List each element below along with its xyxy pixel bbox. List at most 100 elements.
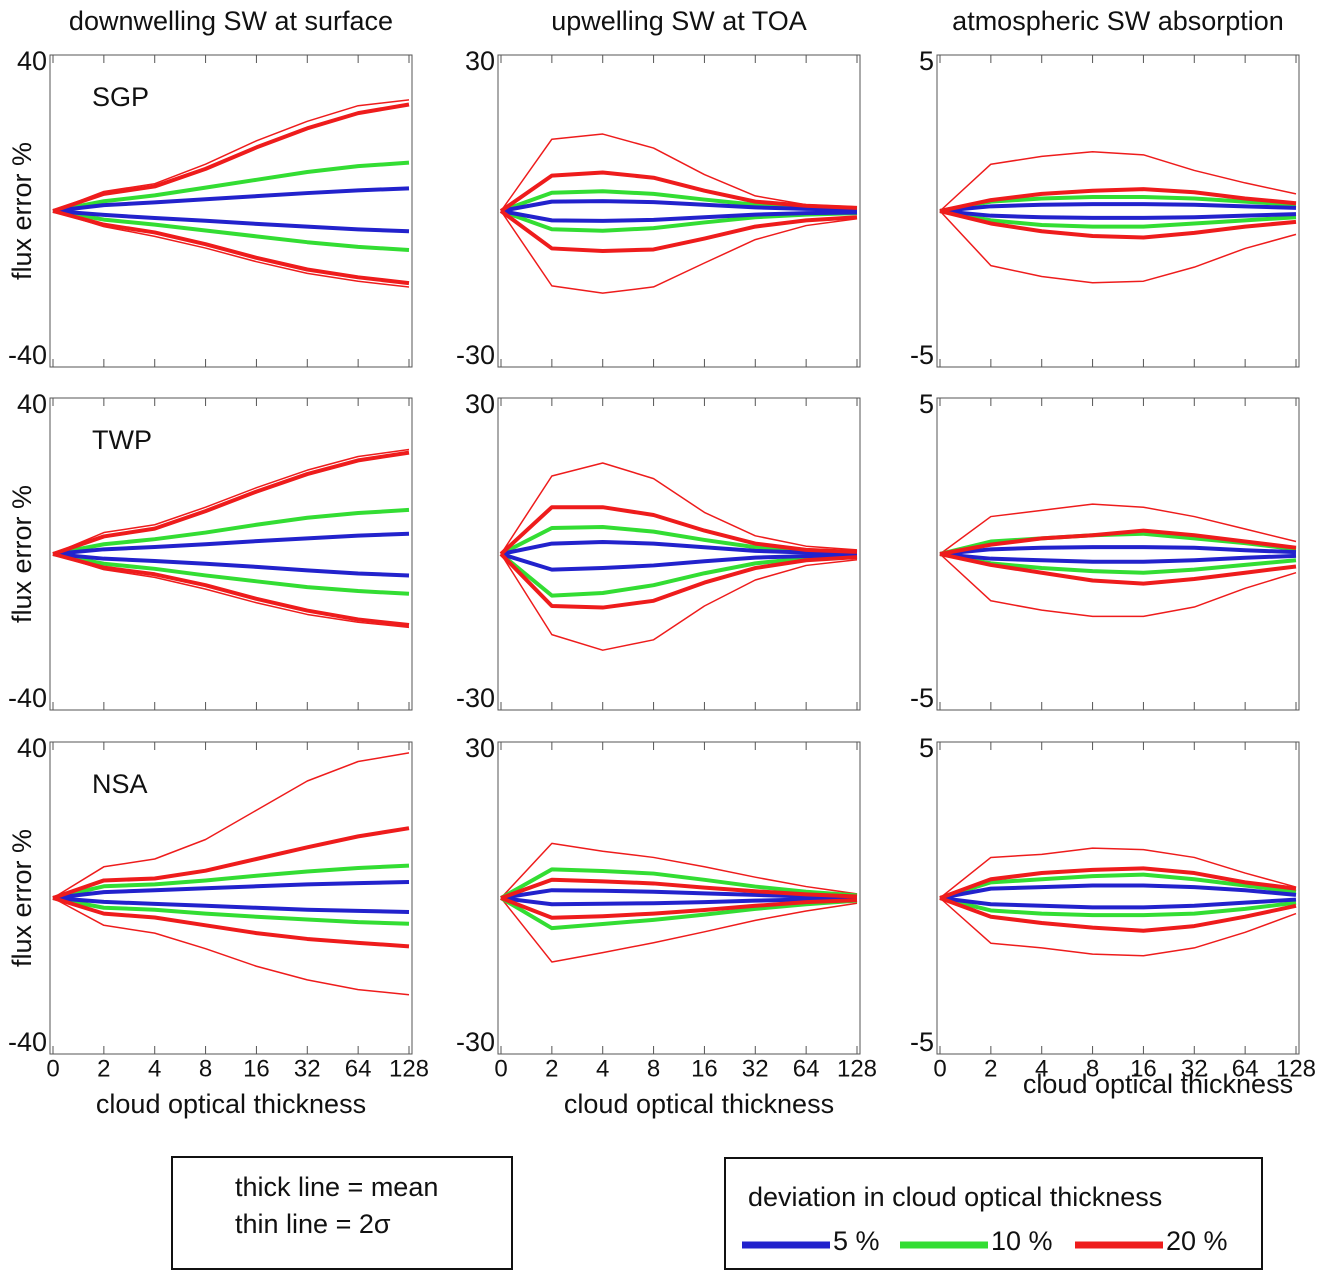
note-line: thick line = mean <box>235 1172 438 1202</box>
y-tick-label: -5 <box>910 683 934 713</box>
x-tick-label: 32 <box>742 1055 769 1082</box>
x-tick-label: 2 <box>97 1055 110 1082</box>
x-axis-label: cloud optical thickness <box>564 1089 834 1119</box>
y-tick-label: -40 <box>8 340 47 370</box>
y-tick-label: 30 <box>465 733 495 763</box>
series-line <box>52 552 410 596</box>
y-tick-label: 30 <box>465 46 495 76</box>
series-line <box>500 888 858 900</box>
series-line <box>499 209 858 254</box>
series-line <box>499 552 858 610</box>
legend-label: 10 % <box>991 1226 1053 1256</box>
site-label: TWP <box>92 425 152 455</box>
site-label: NSA <box>92 769 148 799</box>
y-tick-label: -40 <box>8 683 47 713</box>
series-line <box>52 507 410 556</box>
x-tick-label: 0 <box>933 1055 946 1082</box>
series-line <box>500 896 858 907</box>
series-line <box>52 99 410 212</box>
series-line <box>52 209 410 252</box>
series-line <box>500 552 858 572</box>
x-tick-label: 4 <box>148 1055 161 1082</box>
series-line <box>52 160 410 213</box>
series-line <box>52 863 410 900</box>
x-tick-label: 2 <box>545 1055 558 1082</box>
series-line <box>52 448 410 555</box>
series-line <box>939 847 1297 899</box>
series-line <box>939 209 1297 229</box>
series-line <box>52 209 410 234</box>
panel-title: atmospheric SW absorption <box>952 6 1284 36</box>
y-axis-label: flux error % <box>7 485 37 623</box>
x-tick-label: 16 <box>691 1055 718 1082</box>
series-line <box>939 552 1297 575</box>
y-tick-label: 5 <box>919 389 934 419</box>
series-line <box>500 553 858 651</box>
series-line <box>939 897 1297 957</box>
y-tick-label: -40 <box>8 1027 47 1057</box>
plot-frame <box>497 741 861 1055</box>
series-line <box>52 552 410 627</box>
x-tick-label: 0 <box>494 1055 507 1082</box>
series-line <box>500 897 858 963</box>
legend-title: deviation in cloud optical thickness <box>748 1182 1162 1212</box>
series-line <box>499 552 858 598</box>
series-line <box>939 150 1297 212</box>
series-line <box>52 450 410 556</box>
panel-title: upwelling SW at TOA <box>551 6 807 36</box>
series-line <box>939 872 1297 900</box>
series-line <box>500 867 858 900</box>
y-tick-label: 40 <box>17 389 47 419</box>
series-line <box>52 896 410 949</box>
series-line <box>939 553 1297 618</box>
plot-frame <box>49 397 413 711</box>
plot-frame <box>497 397 861 711</box>
series-line <box>939 528 1297 556</box>
x-axis-label: cloud optical thickness <box>1023 1069 1293 1099</box>
x-tick-label: 8 <box>199 1055 212 1082</box>
x-tick-label: 32 <box>1181 1055 1208 1082</box>
series-line <box>939 209 1297 220</box>
series-line <box>939 210 1297 284</box>
series-line <box>939 187 1297 213</box>
series-line <box>52 210 410 288</box>
x-tick-label: 4 <box>1035 1055 1048 1082</box>
plot-frame <box>49 741 413 1055</box>
series-line <box>52 897 410 996</box>
series-line <box>499 505 858 556</box>
y-axis-label: flux error % <box>7 829 37 967</box>
series-line <box>52 896 410 926</box>
series-line <box>52 531 410 556</box>
plot-frame <box>936 397 1300 711</box>
series-line <box>500 462 858 555</box>
x-tick-label: 128 <box>389 1055 429 1082</box>
plot-frame <box>936 741 1300 1055</box>
x-tick-label: 4 <box>596 1055 609 1082</box>
series-line <box>500 199 858 213</box>
series-line <box>939 209 1297 240</box>
series-line <box>939 552 1297 586</box>
note-box <box>171 1156 513 1270</box>
y-tick-label: -5 <box>910 1027 934 1057</box>
x-tick-label: 32 <box>294 1055 321 1082</box>
series-line <box>499 170 858 213</box>
series-line <box>939 896 1297 910</box>
x-tick-label: 128 <box>837 1055 877 1082</box>
x-tick-label: 64 <box>1232 1055 1259 1082</box>
series-line <box>500 540 858 556</box>
series-line <box>939 194 1297 213</box>
site-label: SGP <box>92 82 149 112</box>
legend-label: 5 % <box>833 1226 880 1256</box>
y-tick-label: 5 <box>919 46 934 76</box>
x-tick-label: 8 <box>1086 1055 1099 1082</box>
x-tick-label: 64 <box>793 1055 820 1082</box>
series-line <box>500 210 858 294</box>
plot-frame <box>49 54 413 368</box>
series-line <box>52 102 410 213</box>
series-line <box>52 826 410 900</box>
x-tick-label: 8 <box>647 1055 660 1082</box>
series-line <box>939 545 1297 556</box>
y-axis-label: flux error % <box>7 142 37 280</box>
x-tick-label: 16 <box>1130 1055 1157 1082</box>
